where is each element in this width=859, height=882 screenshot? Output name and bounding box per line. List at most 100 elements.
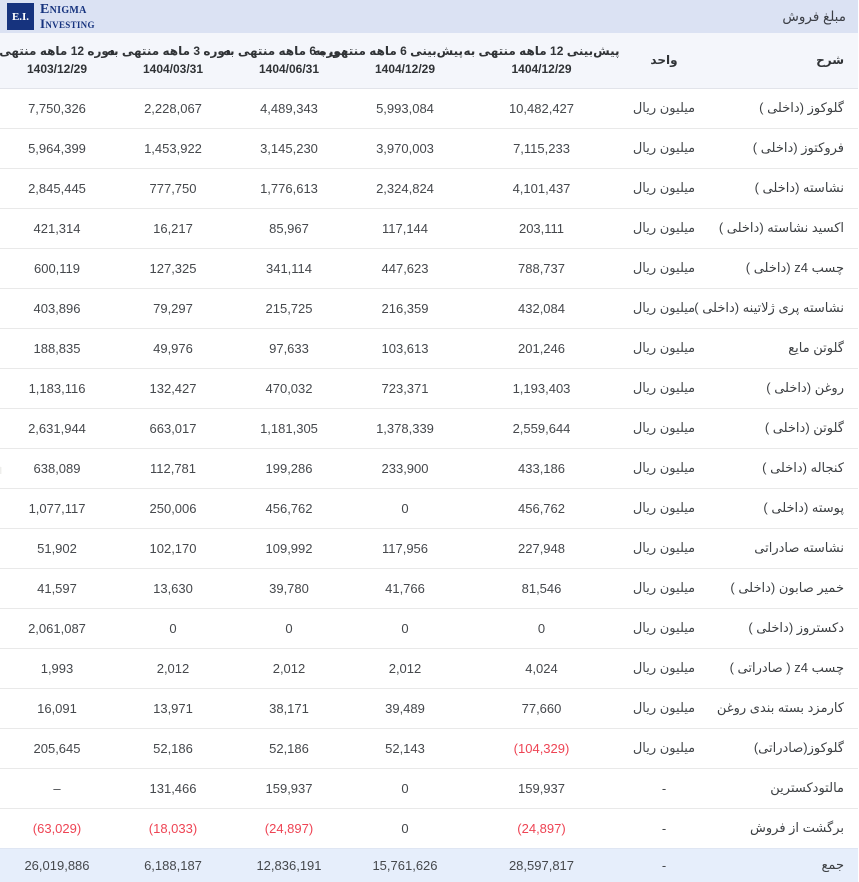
col-header-description: شرح bbox=[709, 33, 859, 89]
cell-desc: نشاسته پری ژلاتینه (داخلی ) bbox=[695, 287, 859, 328]
table-row: دکستروز (داخلی ) میلیون ریال 0 0 0 0 2,061,087 bbox=[0, 607, 859, 648]
cell-f6: 0 bbox=[348, 807, 464, 848]
cell-unit: میلیون ریال bbox=[621, 727, 709, 768]
col-header-date: 1404/03/31 bbox=[143, 62, 205, 77]
cell-p3: 6,188,187 bbox=[116, 847, 232, 882]
cell-desc: گلوکوز (داخلی ) bbox=[760, 100, 845, 115]
cell-p6: 85,967 bbox=[232, 207, 348, 248]
cell-f12: 81,546 bbox=[464, 567, 621, 608]
cell-desc: چسب z4 ( صادراتی ) bbox=[709, 647, 859, 688]
col-header-label: پیش‌بینی 6 ماهه منتهی به bbox=[314, 43, 464, 58]
cell-p12: 403,896 bbox=[0, 287, 116, 328]
cell-unit: میلیون ریال bbox=[621, 127, 709, 168]
cell-p3: 13,630 bbox=[116, 567, 232, 608]
cell-f6: 103,613 bbox=[348, 327, 464, 368]
cell-p3: 79,297 bbox=[116, 287, 232, 328]
cell-f6: 5,993,084 bbox=[377, 100, 435, 116]
cell-f12: 432,084 bbox=[464, 287, 621, 328]
cell-unit: میلیون ریال bbox=[633, 100, 697, 115]
page-title: مبلغ فروش bbox=[783, 8, 847, 24]
cell-f6: 3,970,003 bbox=[348, 127, 464, 168]
cell-p12: 600,119 bbox=[0, 247, 116, 288]
brand-name-line2: Investing bbox=[41, 16, 96, 31]
cell-unit: میلیون ریال bbox=[621, 527, 709, 568]
cell-f12: (24,897) bbox=[464, 807, 621, 848]
col-header-date: 1404/12/29 bbox=[512, 62, 573, 77]
cell-f12: 2,559,644 bbox=[464, 407, 621, 448]
table-row: اکسید نشاسته (داخلی ) میلیون ریال 203,111 1… bbox=[0, 207, 859, 248]
header-row: شرح واحد پیش‌بینی 12 ماهه منتهی به 1404/… bbox=[0, 33, 859, 89]
cell-f6: 41,766 bbox=[348, 567, 464, 608]
cell-f12: 788,737 bbox=[464, 247, 621, 288]
cell-f12: 7,115,233 bbox=[464, 127, 621, 168]
cell-p12: (63,029) bbox=[0, 807, 116, 848]
cell-p3: 13,971 bbox=[116, 687, 232, 728]
cell-p3: 2,012 bbox=[116, 647, 232, 688]
cell-unit: میلیون ریال bbox=[621, 447, 709, 488]
cell-p6: (24,897) bbox=[232, 807, 348, 848]
cell-p6: 2,012 bbox=[232, 647, 348, 688]
table-row: نشاسته (داخلی ) میلیون ریال 4,101,437 2,324… bbox=[0, 167, 859, 208]
brand-name-line1: Enigma bbox=[41, 2, 88, 17]
cell-f12: 456,762 bbox=[464, 487, 621, 528]
cell-p12: 421,314 bbox=[0, 207, 116, 248]
col-header-date: 1404/06/31 bbox=[259, 62, 321, 77]
cell-p6: 39,780 bbox=[232, 567, 348, 608]
cell-unit: میلیون ریال bbox=[621, 607, 709, 648]
cell-f12: 4,024 bbox=[464, 647, 621, 688]
title-bar: مبلغ فروش E.I. Enigma Investing bbox=[0, 0, 859, 33]
col-header-label: دوره 3 ماهه منتهی به bbox=[107, 43, 232, 58]
cell-p6: 4,489,343 bbox=[261, 100, 319, 116]
cell-f6: 0 bbox=[348, 607, 464, 648]
cell-f12: 433,186 bbox=[464, 447, 621, 488]
cell-unit: میلیون ریال bbox=[621, 567, 709, 608]
cell-desc: روغن (داخلی ) bbox=[709, 367, 859, 408]
cell-p6: 1,776,613 bbox=[232, 167, 348, 208]
table-row: پوسته (داخلی ) میلیون ریال 456,762 0 456,762… bbox=[0, 487, 859, 528]
cell-f6: 15,761,626 bbox=[348, 847, 464, 882]
cell-f6: 2,012 bbox=[348, 647, 464, 688]
table-row: کنجاله (داخلی ) میلیون ریال 433,186 233,900… bbox=[0, 447, 859, 488]
cell-f6: 216,359 bbox=[348, 287, 464, 328]
cell-unit: - bbox=[621, 807, 709, 848]
cell-f12: 203,111 bbox=[464, 207, 621, 248]
table-row: روغن (داخلی ) میلیون ریال 1,193,403 723,371… bbox=[0, 367, 859, 408]
table-row: برگشت از فروش - (24,897) 0 (24,897) (18,033)(… bbox=[0, 807, 859, 848]
cell-p12: 5,964,399 bbox=[0, 127, 116, 168]
col-header-forecast-12m: پیش‌بینی 12 ماهه منتهی به 1404/12/29 bbox=[464, 33, 621, 89]
table-body: گلوکوز (داخلی ) میلیون ریال 10,482,427 5,99… bbox=[0, 88, 859, 882]
table-header: شرح واحد پیش‌بینی 12 ماهه منتهی به 1404/… bbox=[0, 33, 859, 89]
cell-p3: 127,325 bbox=[116, 247, 232, 288]
cell-p12: 26,019,886 bbox=[0, 847, 116, 882]
cell-p6: 199,286 bbox=[232, 447, 348, 488]
cell-desc: گلوکوز(صادراتی) bbox=[709, 727, 859, 768]
cell-p12: 1,077,117 bbox=[0, 487, 116, 528]
cell-p6: 109,992 bbox=[232, 527, 348, 568]
cell-p3: 250,006 bbox=[116, 487, 232, 528]
cell-f12: 28,597,817 bbox=[464, 847, 621, 882]
cell-p12: 1,183,116 bbox=[0, 367, 116, 408]
cell-f6: 1,378,339 bbox=[348, 407, 464, 448]
cell-f6: 233,900 bbox=[348, 447, 464, 488]
cell-desc: پوسته (داخلی ) bbox=[709, 487, 859, 528]
cell-f6: 447,623 bbox=[348, 247, 464, 288]
table-row: گلوتن (داخلی ) میلیون ریال 2,559,644 1,378,… bbox=[0, 407, 859, 448]
cell-p3: 1,453,922 bbox=[116, 127, 232, 168]
cell-unit: میلیون ریال bbox=[621, 487, 709, 528]
col-header-date: 1404/12/29 bbox=[375, 62, 437, 77]
cell-p6: 38,171 bbox=[232, 687, 348, 728]
cell-p3: 131,466 bbox=[116, 767, 232, 808]
col-header-label: دوره 6 ماهه منتهی به bbox=[223, 43, 348, 58]
cell-desc: کارمزد بسته بندی روغن bbox=[709, 687, 859, 728]
cell-desc: اکسید نشاسته (داخلی ) bbox=[709, 207, 859, 248]
cell-p12: 205,645 bbox=[0, 727, 116, 768]
cell-desc: نشاسته (داخلی ) bbox=[709, 167, 859, 208]
col-header-unit: واحد bbox=[621, 33, 709, 89]
table-row: گلوتن مایع میلیون ریال 201,246 103,613 97,63… bbox=[0, 327, 859, 368]
cell-p12: 16,091 bbox=[0, 687, 116, 728]
cell-p3: 102,170 bbox=[116, 527, 232, 568]
cell-desc: جمع bbox=[709, 847, 859, 882]
col-header-period-6m: دوره 6 ماهه منتهی به 1404/06/31 bbox=[223, 33, 348, 89]
cell-f12: (104,329) bbox=[464, 727, 621, 768]
